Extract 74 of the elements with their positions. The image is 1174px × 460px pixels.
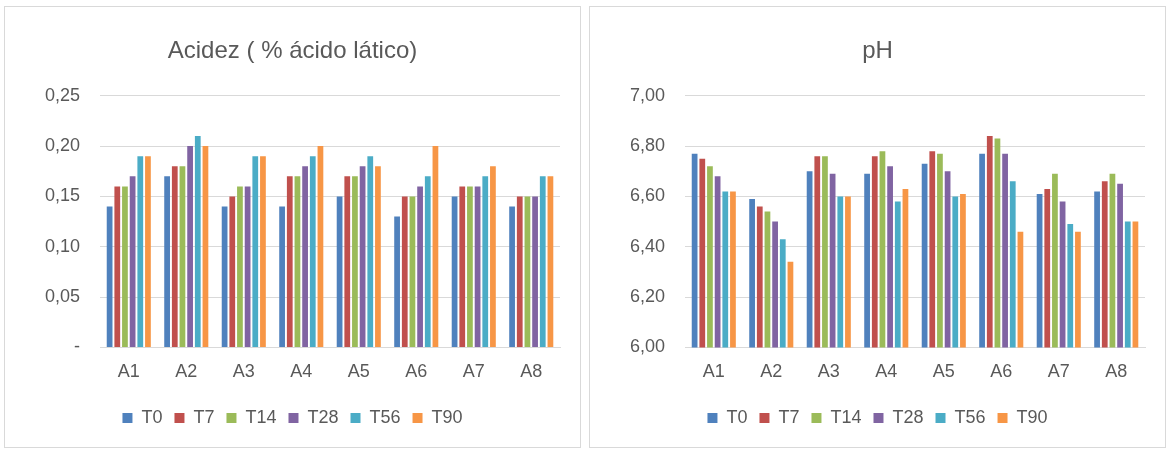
y-tick-label: 6,60 [629,185,666,206]
x-tick-label: A2 [760,361,783,382]
y-tick-label: 0,05 [44,286,81,307]
x-tick-label: A2 [175,361,198,382]
bar [424,176,431,347]
bar [252,156,259,347]
bar [375,166,381,347]
x-tick-label: A3 [817,361,840,382]
bar [394,216,400,347]
legend-label: T0 [726,406,748,427]
chart-title: pH [862,36,893,64]
x-tick-label: A4 [290,361,313,382]
y-tick-label: 6,00 [629,336,666,357]
x-tick-label: A5 [932,361,955,382]
bar [459,186,466,347]
x-tick-label: A7 [462,361,485,382]
legend-label: T28 [892,406,924,427]
y-tick-label: 0,20 [44,135,81,156]
legend-label: T14 [245,406,277,427]
x-tick-label: A3 [232,361,255,382]
bar [145,156,151,347]
y-tick-label: 6,80 [629,135,666,156]
bar [482,176,489,347]
bar [367,156,374,347]
legend-label: T7 [778,406,800,427]
y-tick-label: 0,15 [44,185,81,206]
bar [171,166,178,347]
bar [467,186,473,347]
x-tick-label: A8 [1105,361,1128,382]
bar [516,196,523,347]
bar [509,206,515,347]
bar [490,166,496,347]
bar [302,166,308,347]
x-tick-label: A5 [347,361,370,382]
legend-label: T90 [1016,406,1048,427]
bar [352,176,358,347]
y-tick-label: - [74,336,81,357]
chart-title: Acidez ( % ácido lático) [167,36,418,64]
bar [194,136,201,347]
y-tick-label: 6,20 [629,286,666,307]
x-tick-label: A8 [520,361,543,382]
legend-label: T90 [431,406,463,427]
legend-label: T56 [369,406,401,427]
y-tick-label: 7,00 [629,84,666,105]
x-tick-label: A1 [702,361,725,382]
bar [229,196,236,347]
legend-label: T28 [307,406,339,427]
bar [401,196,408,347]
bar [164,176,170,347]
bar [539,176,546,347]
bar [309,156,316,347]
bar [260,156,266,347]
legend-label: T14 [830,406,862,427]
x-tick-label: A1 [117,361,140,382]
x-tick-label: A4 [875,361,898,382]
y-tick-label: 0,25 [44,84,81,105]
bar [417,186,423,347]
bar [286,176,293,347]
legend-label: T0 [141,406,163,427]
bar [114,186,121,347]
bar [532,196,538,347]
bar [344,176,351,347]
bar [137,156,144,347]
legend-label: T7 [193,406,215,427]
legend-label: T56 [954,406,986,427]
bar [237,186,243,347]
bar [122,186,128,347]
y-tick-label: 6,40 [629,235,666,256]
bar [187,146,193,347]
y-tick-label: 0,10 [44,235,81,256]
x-tick-label: A7 [1047,361,1070,382]
bar [279,206,285,347]
x-tick-label: A6 [990,361,1013,382]
x-tick-label: A6 [405,361,428,382]
